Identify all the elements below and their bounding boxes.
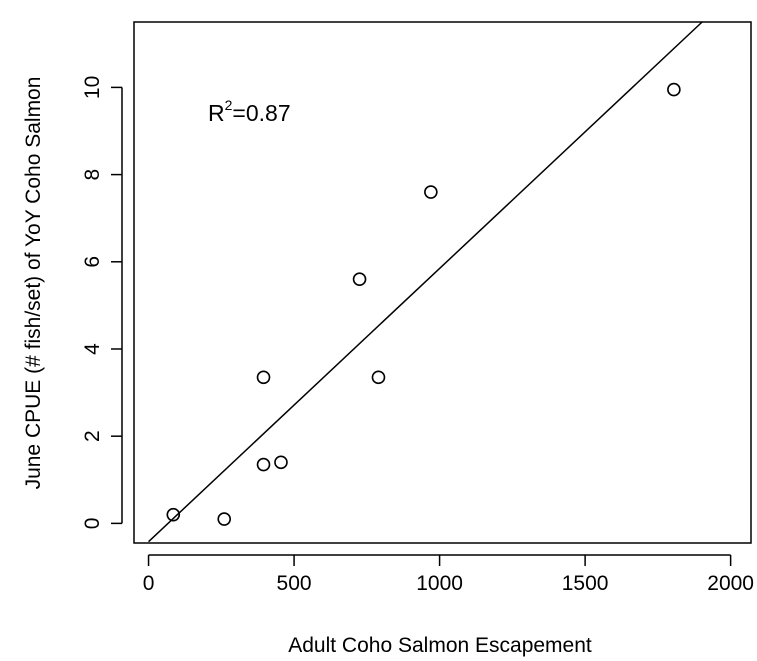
data-point	[166, 507, 181, 522]
x-tick-label: 2000	[707, 572, 754, 595]
data-point	[217, 512, 232, 526]
y-axis-title: June CPUE (# fish/set) of YoY Coho Salmo…	[22, 77, 45, 490]
plot-frame	[133, 21, 752, 544]
y-tick-label: 6	[81, 256, 104, 268]
y-tick-label: 2	[81, 430, 104, 442]
data-point	[274, 455, 288, 470]
data-point	[667, 82, 681, 97]
x-axis-title: Adult Coho Salmon Escapement	[288, 634, 592, 657]
data-point	[371, 370, 386, 385]
regression-line	[148, 21, 703, 543]
y-tick-label: 4	[81, 343, 104, 355]
x-tick-label: 1500	[562, 572, 609, 595]
data-point	[256, 370, 271, 385]
data-point	[256, 457, 271, 472]
y-tick-label: 10	[81, 76, 104, 99]
regression-line-group	[148, 21, 703, 543]
data-point	[424, 185, 438, 199]
y-tick-label: 8	[81, 169, 104, 181]
data-points	[166, 82, 681, 526]
x-tick-label: 500	[277, 572, 312, 595]
r-squared-value: =0.87	[232, 100, 290, 126]
x-tick-label: 0	[143, 572, 155, 595]
y-tick-label: 0	[81, 518, 104, 530]
data-point	[352, 272, 367, 287]
y-axis: 0 2 4 6 8 10	[81, 76, 123, 530]
r-squared-superscript: 2	[225, 97, 233, 113]
r-squared-base: R	[208, 100, 225, 126]
r-squared-annotation: R2=0.87	[208, 97, 291, 126]
x-tick-label: 1000	[416, 572, 463, 595]
x-axis: 0 500 1000 1500 2000	[143, 554, 754, 595]
